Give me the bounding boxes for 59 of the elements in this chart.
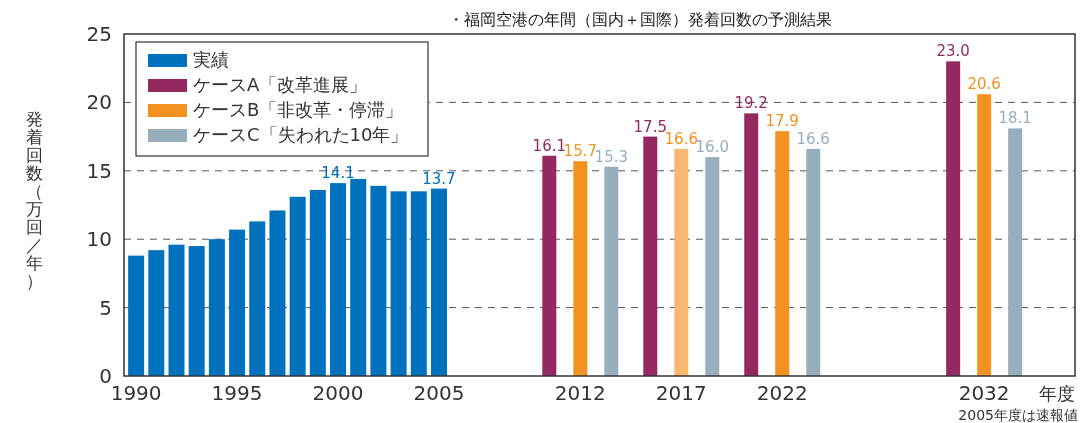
- legend-label: ケースC「失われた10年」: [193, 124, 409, 145]
- bar: [674, 148, 689, 376]
- bar: [1008, 128, 1023, 376]
- bar: [229, 229, 246, 376]
- y-tick-label: 5: [99, 295, 112, 320]
- bar: [775, 131, 790, 376]
- data-label: 17.5: [633, 117, 667, 136]
- bar: [977, 94, 992, 376]
- bar: [208, 239, 225, 376]
- legend-label: ケースA「改革進展」: [193, 74, 368, 95]
- bar: [188, 246, 205, 376]
- legend-label: 実績: [193, 49, 229, 70]
- x-tick-label: 1990: [110, 381, 162, 405]
- text: 2005年度は速報値: [958, 407, 1078, 423]
- data-label: 20.6: [967, 75, 1001, 94]
- x-tick-label: 2032: [958, 381, 1010, 405]
- bar: [128, 255, 145, 376]
- x-tick-label: 1995: [211, 381, 263, 405]
- bar: [390, 191, 407, 376]
- y-tick-label: 0: [99, 364, 112, 388]
- bar: [604, 166, 619, 376]
- bar: [370, 185, 387, 376]
- chart-title: ・福岡空港の年間（国内＋国際）発着回数の予測結果: [447, 10, 832, 29]
- x-tick-label: 2000: [312, 381, 364, 405]
- legend-label: ケースB「非改革・停滞」: [193, 99, 404, 120]
- bar: [410, 191, 427, 376]
- data-label: 18.1: [998, 109, 1032, 128]
- bar: [573, 161, 588, 376]
- y-tick-label: 20: [86, 90, 112, 115]
- x-tick-label: 2012: [554, 381, 606, 405]
- x-tick-label: 2022: [756, 381, 808, 405]
- bar: [330, 183, 347, 376]
- y-tick-label: 25: [86, 22, 112, 46]
- x-axis-title: 年度: [1039, 383, 1075, 404]
- bar: [309, 189, 326, 376]
- data-label: 16.6: [796, 129, 830, 148]
- text: 発着回数（万回／年）: [25, 109, 43, 291]
- x-tick-label: 2005: [413, 381, 465, 405]
- bar: [350, 179, 367, 376]
- bar: [946, 61, 961, 376]
- bar: [705, 157, 720, 376]
- bar: [430, 188, 447, 376]
- bar: [643, 136, 658, 376]
- bar: [269, 210, 286, 376]
- data-label: 13.7: [422, 169, 456, 188]
- bar: [806, 148, 821, 376]
- data-label: 14.1: [321, 164, 355, 183]
- data-label: 23.0: [936, 42, 970, 61]
- y-tick-label: 10: [86, 227, 112, 252]
- y-tick-label: 15: [86, 158, 112, 183]
- data-label: 17.9: [765, 112, 799, 131]
- bar: [249, 221, 266, 376]
- bar: [148, 250, 165, 376]
- data-label: 15.3: [594, 147, 629, 166]
- bar: [168, 244, 185, 376]
- bar: [744, 113, 759, 376]
- bar: [542, 155, 557, 376]
- x-tick-label: 2017: [655, 381, 707, 405]
- bar: [289, 196, 306, 376]
